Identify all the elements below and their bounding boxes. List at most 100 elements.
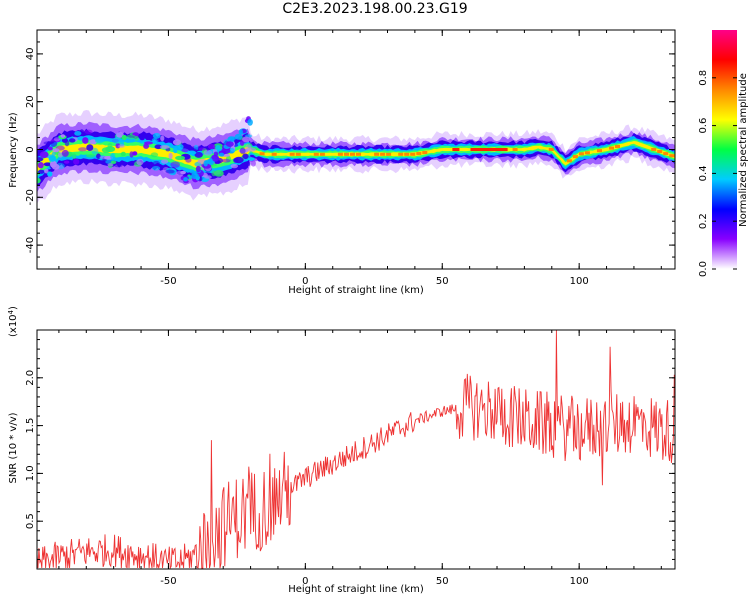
- colorbar-label: Normalized spectral amplitude: [738, 73, 749, 227]
- spectrogram-x-tick-label: 100: [570, 276, 589, 287]
- heatmap-peak-mark: [386, 152, 392, 156]
- snr-y-scale-suffix: ): [8, 306, 19, 310]
- heatmap-noise-blob: [170, 161, 180, 168]
- heatmap-noise-blob: [139, 136, 145, 141]
- heatmap-peak-mark: [488, 148, 496, 151]
- heatmap-noise-blob: [113, 162, 123, 168]
- spectrogram-x-tick-label: -50: [160, 276, 176, 287]
- heatmap-peak-mark: [597, 149, 602, 153]
- heatmap-noise-blob: [221, 158, 231, 163]
- heatmap-peak-mark: [452, 148, 460, 151]
- heatmap-branch-blob: [227, 136, 235, 143]
- snr-y-tick-label: 2.0: [25, 370, 36, 386]
- colorbar-tick-label: 0.2: [698, 213, 709, 229]
- heatmap-peak-mark: [422, 151, 428, 154]
- colorbar-tick-label: 0.8: [698, 70, 709, 86]
- heatmap-noise-blob: [112, 137, 122, 144]
- heatmap-peak-mark: [572, 155, 578, 159]
- heatmap-branch-blob: [218, 152, 225, 157]
- heatmap-noise-blob: [160, 135, 165, 142]
- colorbar-tick-label: 0.6: [698, 118, 709, 134]
- snr-y-scale-exponent: 4: [7, 309, 15, 314]
- heatmap-noise-blob: [136, 158, 144, 166]
- heatmap-noise-blob: [211, 170, 217, 177]
- spectrogram-y-tick-label: -40: [25, 237, 36, 253]
- heatmap-peak-mark: [350, 152, 355, 156]
- heatmap-peak-mark: [500, 148, 508, 151]
- heatmap-noise-blob: [168, 152, 173, 160]
- snr-y-tick-label: 1.0: [25, 465, 36, 481]
- heatmap-noise-blob: [39, 151, 49, 159]
- heatmap-noise-blob: [161, 159, 169, 164]
- snr-y-scale-note: (x104): [7, 306, 19, 337]
- snr-x-tick-label: -50: [160, 576, 176, 587]
- snr-x-tick-label: 0: [302, 576, 308, 587]
- heatmap-noise-blob: [118, 144, 125, 148]
- heatmap-noise-blob: [175, 155, 186, 161]
- heatmap-noise-blob: [53, 137, 61, 142]
- heatmap-noise-blob: [150, 152, 159, 158]
- heatmap-noise-blob: [44, 168, 49, 174]
- heatmap-peak-mark: [669, 154, 675, 158]
- heatmap-peak-mark: [289, 152, 295, 156]
- heatmap-peak-mark: [374, 152, 380, 156]
- heatmap-noise-blob: [194, 151, 203, 158]
- heatmap-noise-blob: [151, 166, 161, 171]
- heatmap-noise-blob: [60, 134, 66, 138]
- heatmap-peak-mark: [271, 152, 277, 156]
- spectrogram-x-axis-label: Height of straight line (km): [288, 285, 424, 296]
- heatmap-noise-blob: [247, 157, 256, 161]
- heatmap-peak-mark: [410, 152, 416, 156]
- heatmap-noise-blob: [82, 137, 89, 144]
- heatmap-noise-blob: [99, 155, 109, 159]
- heatmap-noise-blob: [203, 149, 213, 156]
- heatmap-noise-blob: [43, 162, 52, 167]
- heatmap-noise-blob: [116, 131, 124, 138]
- snr-series-polyline: [37, 330, 675, 569]
- heatmap-noise-blob: [233, 157, 239, 163]
- heatmap-noise-blob: [37, 169, 45, 174]
- heatmap-peak-mark: [337, 152, 343, 156]
- spectrogram-panel: -50 0 50 100 -40 -20 0 20 40 Height of straight …: [8, 29, 676, 296]
- heatmap-noise-blob: [89, 139, 97, 145]
- heatmap-noise-blob: [143, 143, 150, 149]
- colorbar-tick-label: 0.0: [698, 261, 709, 277]
- snr-axis-ticks: -50 0 50 100 0.5 1.0 1.5 2.0: [25, 330, 675, 587]
- heatmap-noise-blob: [52, 148, 60, 153]
- snr-y-scale-prefix: (x10: [8, 314, 19, 337]
- heatmap-noise-blob: [147, 163, 152, 170]
- heatmap-branch-blob: [203, 160, 208, 167]
- heatmap-noise-blob: [47, 146, 53, 151]
- heatmap-peak-mark: [651, 147, 657, 151]
- heatmap-noise-blob: [95, 138, 104, 144]
- colorbar: 0.0 0.2 0.4 0.6 0.8 Normalized spectral ampl…: [698, 30, 749, 277]
- heatmap-noise-blob: [51, 163, 60, 170]
- heatmap-noise-blob: [165, 169, 175, 174]
- spectrogram-y-tick-label: 20: [25, 95, 36, 108]
- heatmap-noise-blob: [68, 138, 76, 143]
- heatmap-noise-blob: [50, 140, 58, 147]
- heatmap-noise-blob: [63, 160, 70, 164]
- heatmap-peak-mark: [512, 148, 518, 151]
- heatmap-noise-blob: [105, 146, 116, 153]
- heatmap-peak-mark: [663, 152, 669, 156]
- heatmap-noise-blob: [242, 136, 251, 143]
- heatmap-noise-blob: [121, 134, 127, 141]
- heatmap-noise-blob: [37, 162, 44, 169]
- heatmap-noise-blob: [228, 147, 235, 154]
- heatmap-noise-blob: [126, 134, 136, 140]
- snr-panel: -50 0 50 100 0.5 1.0 1.5 2.0 Height of straight…: [7, 306, 676, 595]
- heatmap-peak-mark: [470, 148, 478, 151]
- heatmap-noise-blob: [246, 147, 256, 152]
- heatmap-noise-blob: [198, 147, 206, 151]
- heatmap-noise-blob: [78, 147, 88, 152]
- snr-frame: [36, 329, 676, 570]
- snr-y-tick-label: 0.5: [25, 513, 36, 529]
- heatmap-noise-blob: [72, 153, 77, 159]
- heatmap-noise-blob: [85, 154, 96, 158]
- heatmap-noise-blob: [215, 145, 221, 151]
- colorbar-tick-label: 0.4: [698, 165, 709, 181]
- heatmap-peak-mark: [380, 152, 386, 156]
- spectrogram-y-axis-label: Frequency (Hz): [8, 112, 19, 188]
- heatmap-noise-blob: [73, 158, 80, 165]
